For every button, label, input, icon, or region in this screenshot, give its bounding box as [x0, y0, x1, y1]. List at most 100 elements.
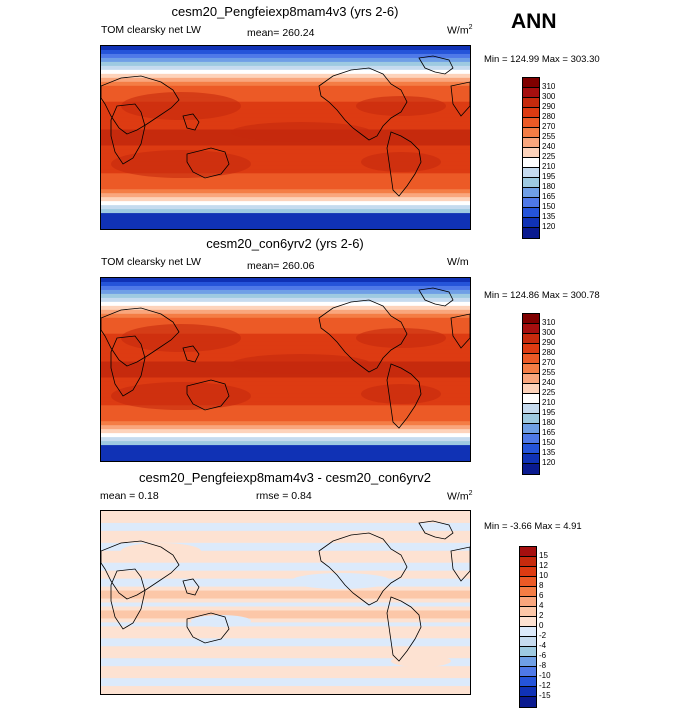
colorbar-swatch	[523, 314, 539, 324]
field-band	[101, 193, 470, 198]
coastline	[450, 81, 470, 117]
colorbar-tick-label: 225	[542, 152, 556, 161]
panel-2-left-label: TOM clearsky net LW	[101, 256, 201, 268]
field-band	[101, 678, 470, 683]
field-band	[101, 89, 470, 95]
colorbar-swatch	[523, 334, 539, 344]
panel-3-mean: mean = 0.18	[100, 490, 159, 502]
colorbar-tick-label: 290	[542, 102, 556, 111]
colorbar-tick-label: -12	[539, 681, 551, 690]
colorbar-tick-label: 180	[542, 418, 556, 427]
coastline	[418, 520, 454, 540]
field-band	[101, 511, 470, 516]
colorbar-swatch	[523, 118, 539, 128]
field-band	[101, 594, 470, 600]
field-band	[101, 197, 470, 202]
colorbar-swatch	[523, 148, 539, 158]
coastline	[186, 147, 230, 179]
field-band	[101, 225, 470, 229]
coastline	[182, 345, 200, 363]
panel-2-minmax: Min = 124.86 Max = 300.78	[484, 290, 600, 301]
field-band	[101, 413, 470, 418]
field-band	[101, 381, 470, 387]
field-band	[101, 301, 470, 307]
field-band	[101, 570, 470, 576]
field-band	[101, 85, 470, 91]
field-core	[361, 384, 441, 404]
colorbar-swatches	[519, 546, 537, 708]
colorbar-swatch	[523, 78, 539, 88]
colorbar-swatch	[523, 444, 539, 454]
field-band	[101, 217, 470, 222]
field-band	[101, 522, 470, 528]
colorbar-tick-label: 165	[542, 192, 556, 201]
colorbar-tick-label: -8	[539, 661, 547, 670]
colorbar-swatch	[520, 667, 536, 677]
coastline	[418, 287, 454, 307]
field-band	[101, 526, 470, 532]
panel-1-minmax: Min = 124.99 Max = 303.30	[484, 54, 600, 65]
colorbar-swatch	[520, 587, 536, 597]
field-band	[101, 578, 470, 584]
field-band	[101, 325, 470, 331]
field-band	[101, 682, 470, 687]
field-band	[101, 278, 470, 283]
colorbar-swatch	[523, 464, 539, 474]
colorbar-tick-label: 10	[539, 571, 548, 580]
colorbar-swatch	[523, 324, 539, 334]
colorbar-swatch	[523, 384, 539, 394]
colorbar-tick-label: 12	[539, 561, 548, 570]
field-core	[231, 354, 371, 374]
field-band	[101, 113, 470, 119]
colorbar-tick-label: 270	[542, 358, 556, 367]
panel-1-units: W/m2	[447, 24, 473, 37]
panel-3-rmse: rmse = 0.84	[256, 490, 312, 502]
panel-3-units: W/m2	[447, 490, 473, 503]
field-band	[101, 305, 470, 311]
field-band	[101, 373, 470, 379]
field-band	[101, 546, 470, 552]
field-band	[101, 329, 470, 335]
coastline	[110, 335, 146, 397]
field-band	[101, 349, 470, 355]
colorbar-tick-label: -6	[539, 651, 547, 660]
field-band	[101, 421, 470, 426]
field-band	[101, 285, 470, 291]
field-band	[101, 417, 470, 422]
field-band	[101, 317, 470, 323]
field-band	[101, 534, 470, 540]
colorbar-tick-label: 255	[542, 132, 556, 141]
field-band	[101, 293, 470, 299]
colorbar-tick-label: 0	[539, 621, 544, 630]
field-band	[101, 542, 470, 548]
field-band	[101, 93, 470, 99]
field-band	[101, 161, 470, 166]
colorbar-swatch	[523, 168, 539, 178]
field-band	[101, 662, 470, 667]
field-band	[101, 201, 470, 206]
field-band	[101, 153, 470, 158]
colorbar-swatch	[523, 208, 539, 218]
field-band	[101, 686, 470, 691]
colorbar-swatch	[523, 414, 539, 424]
colorbar-swatch	[523, 228, 539, 238]
field-band	[101, 57, 470, 63]
colorbar-tick-label: 280	[542, 112, 556, 121]
panel-2-center-label: mean= 260.06	[247, 260, 315, 272]
field-band	[101, 449, 470, 454]
field-band	[101, 97, 470, 103]
field-band	[101, 405, 470, 410]
colorbar-tick-label: 120	[542, 222, 556, 231]
coastline	[182, 578, 200, 596]
field-band	[101, 393, 470, 398]
field-band	[101, 213, 470, 218]
colorbar-tick-label: 165	[542, 428, 556, 437]
coastline	[101, 75, 180, 135]
field-band	[101, 65, 470, 71]
colorbar-swatch	[520, 657, 536, 667]
coastline	[386, 131, 422, 197]
colorbar-swatch	[523, 108, 539, 118]
colorbar-swatch	[520, 547, 536, 557]
field-band	[101, 514, 470, 520]
colorbar-tick-label: 210	[542, 162, 556, 171]
